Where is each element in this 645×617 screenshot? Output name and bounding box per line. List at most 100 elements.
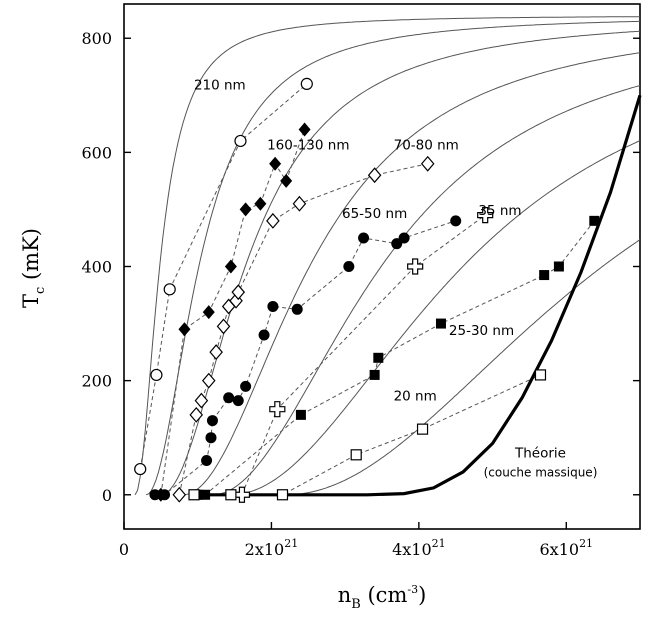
data-markers (134, 77, 600, 503)
fit-curves (134, 16, 641, 496)
y-tick-label: 800 (81, 29, 112, 48)
y-axis-title-main: T (19, 294, 43, 308)
marker-filled-diamond (224, 259, 237, 274)
marker-open-circle (134, 462, 147, 476)
marker-filled-circle (450, 215, 462, 227)
marker-filled-circle (291, 303, 303, 315)
series-label: 160-130 nm (267, 138, 349, 154)
marker-filled-circle (343, 261, 355, 272)
marker-open-diamond (266, 212, 280, 229)
marker-filled-diamond (280, 173, 293, 188)
fit-curve (286, 239, 641, 496)
x-axis-title-main: n (338, 583, 352, 607)
marker-open-diamond (231, 284, 246, 301)
marker-filled-circle (267, 300, 279, 312)
series-label: 70-80 nm (394, 138, 459, 154)
x-tick-label: 0 (119, 540, 129, 559)
theory-curve (197, 94, 642, 497)
marker-open-diamond (367, 167, 382, 184)
marker-open-square (225, 489, 237, 501)
marker-filled-square (373, 352, 384, 363)
marker-open-cross (407, 258, 424, 275)
marker-open-circle (300, 77, 313, 90)
series-label: 35 nm (478, 203, 521, 219)
marker-filled-square (553, 261, 564, 272)
marker-open-diamond (194, 392, 209, 409)
marker-filled-circle (240, 380, 252, 392)
marker-filled-circle (206, 415, 218, 427)
marker-filled-circle (223, 392, 235, 404)
marker-open-square (416, 423, 429, 435)
x-tick-label: 2x1021 (245, 537, 299, 559)
marker-filled-square (295, 409, 306, 420)
marker-open-diamond (201, 372, 216, 389)
marker-filled-square (200, 489, 211, 500)
marker-filled-diamond (254, 196, 267, 211)
marker-filled-diamond (178, 322, 191, 337)
marker-filled-circle (149, 489, 161, 501)
x-tick-exponent: 21 (432, 537, 446, 550)
marker-open-square (534, 369, 547, 381)
y-tick-label: 200 (81, 372, 112, 391)
x-tick-label: 6x1021 (540, 537, 594, 559)
fit-curve (212, 85, 641, 496)
marker-filled-circle (159, 489, 171, 501)
series-label: 20 nm (394, 389, 437, 405)
marker-filled-circle (201, 455, 213, 467)
fit-curve (145, 20, 641, 496)
y-tick-label: 600 (81, 143, 112, 162)
theory-sublabel: (couche massique) (484, 466, 598, 480)
x-axis-title-unit: (cm (361, 583, 408, 607)
marker-open-diamond (209, 344, 223, 361)
marker-open-circle (150, 368, 163, 382)
fit-curve (134, 16, 640, 496)
y-tick-label: 400 (81, 258, 112, 277)
marker-open-square (350, 449, 362, 461)
dashed-guide (241, 214, 486, 495)
x-tick-exponent: 21 (284, 537, 298, 550)
marker-open-diamond (189, 406, 204, 423)
series-label: 210 nm (194, 78, 246, 94)
marker-filled-square (369, 369, 380, 380)
series-label: 65-50 nm (342, 206, 407, 222)
x-tick-exponent: 21 (579, 537, 593, 550)
fit-curve (230, 140, 641, 496)
dashed-guide (160, 129, 306, 495)
y-axis-title-unit: (mK) (19, 228, 43, 287)
y-axis-title-sub: c (33, 287, 48, 294)
marker-open-square (188, 489, 200, 501)
marker-filled-diamond (239, 202, 252, 217)
series-label: 25-30 nm (449, 323, 514, 339)
x-tick-label: 4x1021 (392, 537, 446, 559)
marker-open-circle (234, 134, 247, 148)
marker-open-diamond (292, 195, 307, 212)
x-axis-title-sub: B (351, 597, 361, 612)
marker-filled-circle (358, 232, 370, 244)
y-axis-title: Tc (mK) (19, 228, 48, 308)
marker-filled-diamond (269, 156, 282, 171)
fit-curve (160, 30, 641, 496)
marker-filled-circle (232, 395, 244, 407)
theory-label: Théorie (514, 446, 566, 462)
y-tick-label: 0 (102, 486, 112, 505)
marker-open-diamond (216, 318, 231, 335)
x-axis-title: nB (cm-3) (338, 583, 427, 612)
marker-open-diamond (172, 486, 187, 503)
marker-open-circle (163, 283, 176, 296)
marker-open-cross (269, 401, 286, 418)
marker-filled-diamond (202, 305, 215, 320)
marker-filled-circle (258, 329, 270, 341)
marker-open-diamond (420, 155, 435, 172)
marker-filled-square (539, 270, 550, 281)
marker-filled-circle (398, 232, 410, 244)
fit-curve (182, 52, 641, 496)
dashed-guide (155, 220, 456, 496)
marker-filled-diamond (298, 122, 311, 137)
marker-open-cross (233, 486, 251, 503)
marker-open-square (276, 489, 289, 501)
marker-filled-square (435, 318, 446, 329)
series-labels: 210 nm 160-130 nm 70-80 nm 65-50 nm 35 nm 25-… (194, 78, 522, 405)
marker-filled-square (589, 215, 600, 226)
marker-open-cross (477, 207, 494, 224)
